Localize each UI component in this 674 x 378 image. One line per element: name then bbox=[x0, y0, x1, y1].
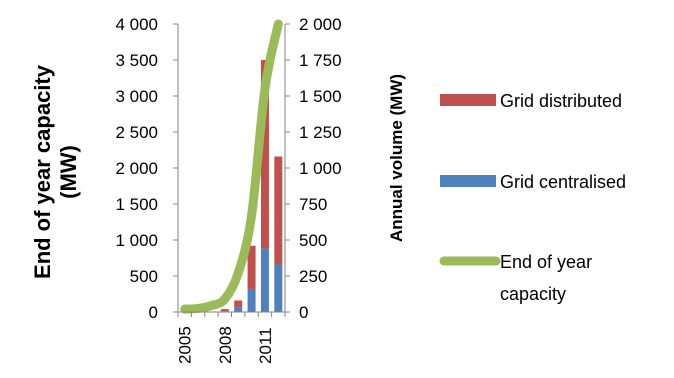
right-axis-title: Annual volume (MW) bbox=[387, 74, 406, 242]
bar-grid-centralised-2011 bbox=[260, 248, 269, 312]
x-tick-label: 2008 bbox=[216, 326, 235, 364]
bar-grid-centralised-2010 bbox=[247, 288, 256, 312]
bar-grid-distributed-2010 bbox=[247, 245, 256, 289]
left-tick-label: 3 500 bbox=[115, 51, 158, 70]
legend-label-grid-centralised: Grid centralised bbox=[500, 172, 626, 192]
right-tick-label: 500 bbox=[299, 231, 327, 250]
legend-label-capacity-line-2: capacity bbox=[500, 284, 566, 304]
left-axis-title-line-2: (MW) bbox=[56, 145, 81, 199]
legend-label-grid-distributed: Grid distributed bbox=[500, 91, 622, 111]
right-tick-labels: 0 250 500 750 1 000 1 250 1 500 1 750 2 000 bbox=[299, 15, 342, 322]
left-tick-label: 2 000 bbox=[115, 159, 158, 178]
right-tick-label: 1 250 bbox=[299, 123, 342, 142]
bar-grid-distributed-2008 bbox=[220, 309, 229, 312]
right-tick-label: 0 bbox=[299, 303, 308, 322]
legend-label-capacity-line-1: End of year bbox=[500, 252, 592, 272]
capacity-line bbox=[180, 19, 283, 314]
right-tick-label: 2 000 bbox=[299, 15, 342, 34]
left-tick-label: 2 500 bbox=[115, 123, 158, 142]
bar-grid-distributed-2011 bbox=[260, 60, 269, 249]
left-tick-label: 0 bbox=[149, 303, 158, 322]
legend: Grid distributed Grid centralised End of y… bbox=[439, 91, 626, 304]
left-tick-label: 500 bbox=[130, 267, 158, 286]
right-tick-label: 1 000 bbox=[299, 159, 342, 178]
right-tick-label: 1 750 bbox=[299, 51, 342, 70]
x-tick-label: 2005 bbox=[176, 326, 195, 364]
x-tick-label: 2011 bbox=[256, 327, 275, 364]
legend-swatch-grid-centralised bbox=[440, 175, 496, 187]
bar-grid-centralised-2012 bbox=[274, 264, 283, 312]
x-tick-labels: 2005 2008 2011 bbox=[176, 326, 275, 364]
left-tick-label: 4 000 bbox=[115, 15, 158, 34]
capacity-line-group bbox=[180, 19, 283, 314]
left-axis-title-line-1: End of year capacity bbox=[30, 64, 55, 279]
bar-grid-distributed-2009 bbox=[234, 300, 243, 308]
bars-group bbox=[220, 60, 283, 312]
axes-group bbox=[173, 23, 290, 317]
bar-grid-centralised-2009 bbox=[234, 307, 243, 312]
right-tick-label: 1 500 bbox=[299, 87, 342, 106]
right-tick-label: 250 bbox=[299, 267, 327, 286]
bar-grid-distributed-2012 bbox=[274, 156, 283, 265]
left-tick-labels: 0 500 1 000 1 500 2 000 2 500 3 000 3 500 4 000 bbox=[115, 15, 158, 322]
axis-titles: End of year capacity (MW) Annual volume (M… bbox=[30, 64, 406, 279]
left-tick-label: 1 500 bbox=[115, 195, 158, 214]
left-tick-label: 3 000 bbox=[115, 87, 158, 106]
left-tick-label: 1 000 bbox=[115, 231, 158, 250]
legend-swatch-grid-distributed bbox=[440, 94, 496, 106]
right-tick-label: 750 bbox=[299, 195, 327, 214]
